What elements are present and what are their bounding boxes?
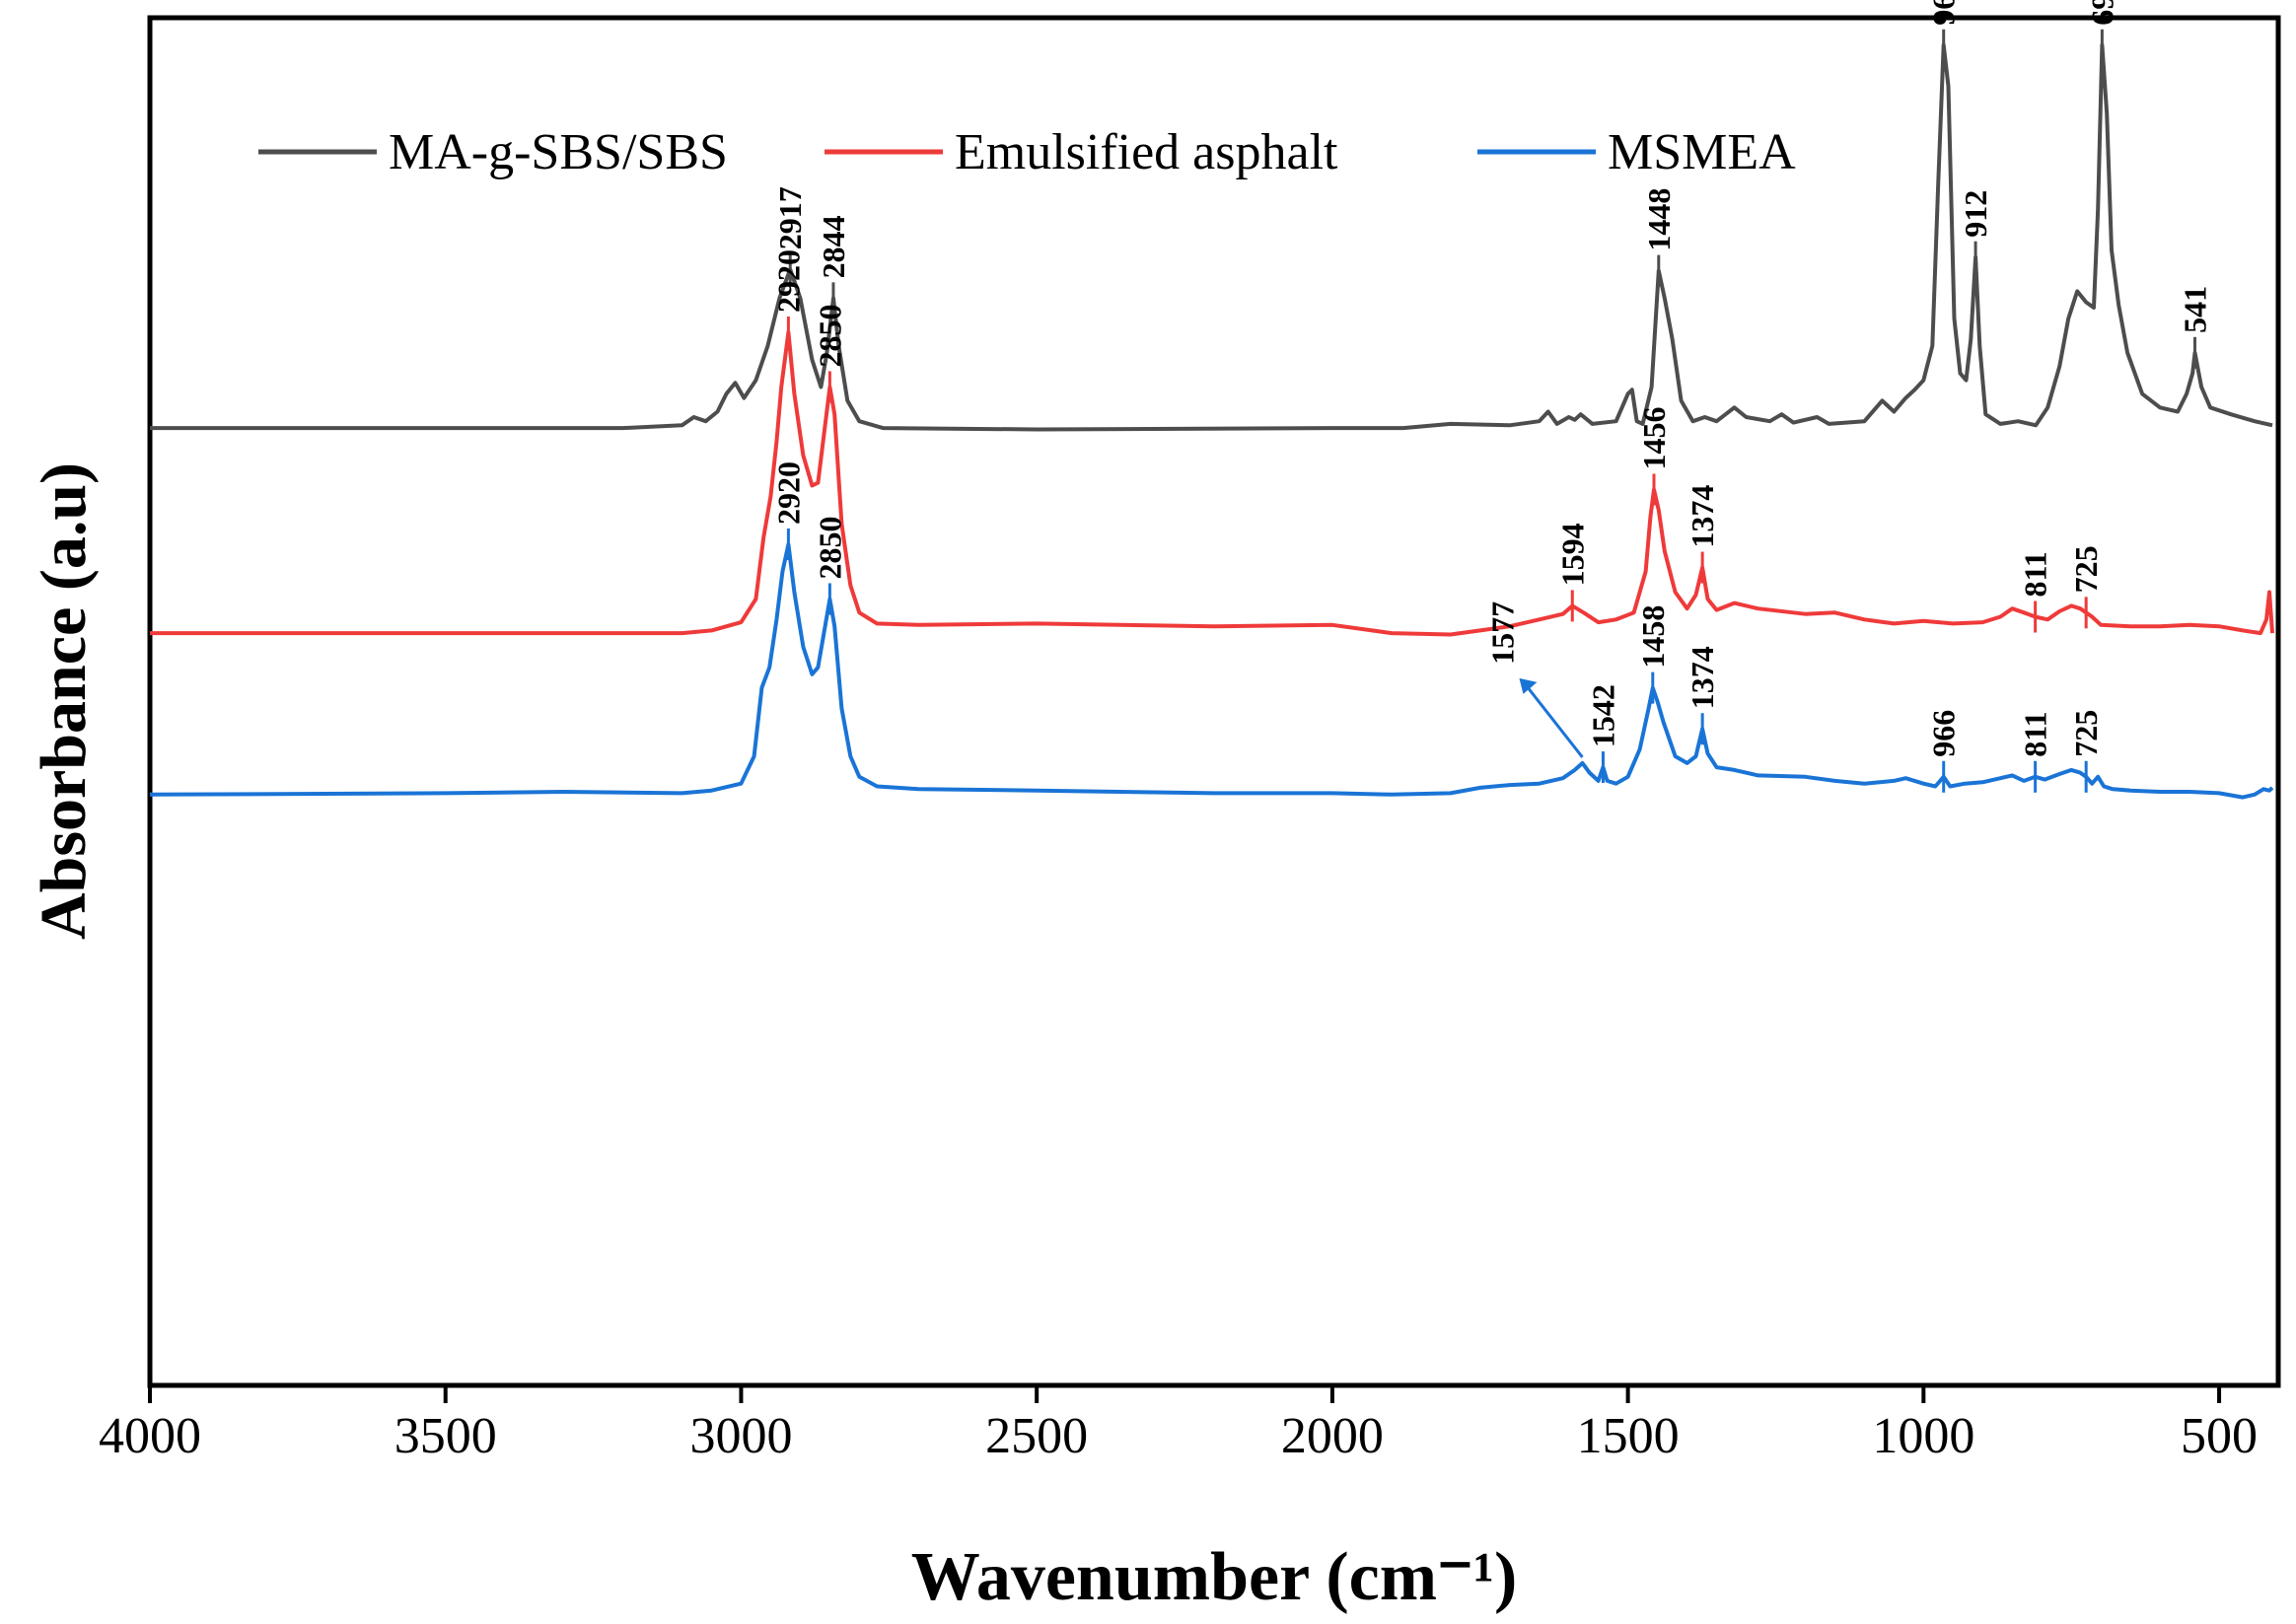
peak-label-text: 2920 [770,461,806,525]
peak-label-text: 1374 [1685,485,1720,548]
x-tick-label: 2000 [1281,1408,1384,1464]
peak-annotation-725: 725 [2068,545,2104,629]
peak-label-text: 725 [2068,545,2104,593]
peak-label-text: 541 [2177,286,2212,333]
peak-annotation-2850: 2850 [812,304,847,403]
legend-label: Emulsified asphalt [955,124,1338,180]
peak-arrow-line [1524,682,1584,758]
peak-label-text: 912 [1958,190,1993,238]
x-tick-label: 1000 [1872,1408,1974,1464]
peak-annotation-811: 811 [2018,712,2053,793]
peak-label-text: 1456 [1636,407,1672,470]
peak-label-text: 725 [2068,710,2104,757]
y-axis-label: Absorbance (a.u) [28,462,100,940]
peak-label-text: 1448 [1641,188,1677,251]
peak-annotation-912: 912 [1958,190,1993,273]
x-tick-label: 3500 [395,1408,497,1464]
peak-annotation-2920: 2920 [770,249,806,349]
legend-label: MSMEA [1608,124,1796,180]
peak-arrow-head [1519,677,1538,694]
peak-annotation-698: 698 [2084,0,2119,61]
peak-annotation-2920: 2920 [770,461,806,560]
peak-label-text: 811 [2018,551,2053,597]
legend-entry: MA-g-SBS/SBS [258,124,728,180]
series-line-ma-g-sbs-sbs [150,42,2273,432]
peak-label-text: 698 [2084,0,2119,26]
legend-label: MA-g-SBS/SBS [389,124,728,180]
peak-annotation-1456: 1456 [1636,407,1672,506]
x-tick-label: 3000 [689,1408,792,1464]
peak-annotation-1458: 1458 [1635,605,1671,704]
series-line-msmea [149,542,2274,800]
peak-annotation-1577: 1577 [1484,601,1584,758]
x-tick-label: 500 [2181,1408,2258,1464]
x-tick-label: 1500 [1577,1408,1680,1464]
peak-label-text: 1374 [1685,646,1720,709]
peak-label-text: 2850 [812,516,847,579]
peak-annotation-1542: 1542 [1585,684,1620,784]
peak-annotation-2844: 2844 [816,215,851,315]
x-axis-ticks: 4000 3500 3000 2500 2000 1500 1000 500 [99,1385,2258,1464]
peak-annotation-1374: 1374 [1685,646,1720,745]
peak-label-text: 966 [1926,710,1962,757]
peak-annotation-2850: 2850 [812,516,847,615]
plot-frame [147,15,2281,1388]
peak-label-text: 2917 [772,186,808,249]
x-axis-label: Wavenumber (cm⁻¹) [911,1539,1518,1615]
peak-label-text: 1458 [1635,605,1671,669]
x-tick-label: 4000 [99,1408,201,1464]
legend: MA-g-SBS/SBS Emulsified asphalt MSMEA [258,124,1796,180]
legend-entry: MSMEA [1477,124,1796,180]
peak-label-text: 1577 [1484,601,1520,665]
peak-label-text: 1542 [1585,684,1620,747]
legend-entry: Emulsified asphalt [825,124,1338,180]
peak-annotation-1374: 1374 [1685,485,1720,584]
peak-annotation-2917: 2917 [772,186,808,286]
peak-label-text: 811 [2018,712,2053,757]
peak-annotation-1594: 1594 [1554,523,1590,622]
peak-label-text: 2844 [816,215,851,278]
peak-annotation-725: 725 [2068,710,2104,793]
peak-annotation-811: 811 [2018,551,2053,633]
peak-label-text: 966 [1926,0,1962,26]
peak-annotation-966: 966 [1926,710,1962,793]
peak-labels-layer: 2917 2844 14489669126985412920285015941456… [770,0,2212,793]
peak-annotation-1448: 1448 [1641,188,1677,287]
peak-label-text: 2850 [812,304,847,367]
peak-label-text: 1594 [1554,523,1590,586]
x-tick-label: 2500 [985,1408,1088,1464]
peak-label-text: 2920 [770,249,806,313]
peak-annotation-966: 966 [1926,0,1962,61]
series-line-emulsified-asphalt [150,330,2274,637]
peak-annotation-541: 541 [2177,286,2212,369]
